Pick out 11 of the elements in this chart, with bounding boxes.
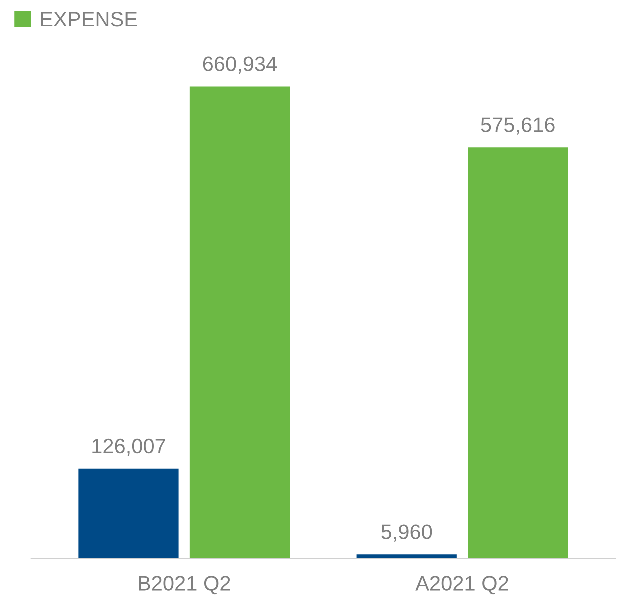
data-label: 660,934: [203, 56, 278, 74]
bar: [356, 554, 457, 559]
data-label: 126,007: [92, 438, 166, 456]
legend-label: EXPENSE: [41, 12, 138, 27]
bar: [190, 86, 290, 559]
bar: [78, 468, 179, 559]
x-tick-label: A2021 Q2: [416, 576, 508, 595]
x-tick-label: B2021 Q2: [139, 576, 230, 595]
data-label: 575,616: [481, 118, 555, 135]
bar: [468, 148, 568, 559]
data-label: 5,960: [382, 524, 432, 542]
